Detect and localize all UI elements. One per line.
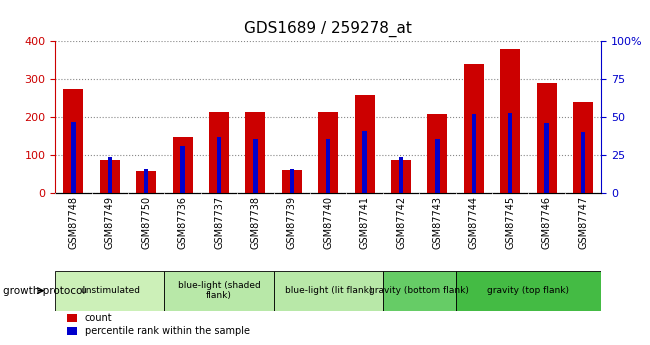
Bar [100, 160, 120, 193]
Bar [363, 131, 367, 193]
Text: gravity (bottom flank): gravity (bottom flank) [369, 286, 469, 295]
Text: unstimulated: unstimulated [80, 286, 140, 295]
Bar [383, 271, 456, 310]
Title: GDS1689 / 259278_at: GDS1689 / 259278_at [244, 21, 412, 37]
Bar [581, 132, 585, 193]
Bar [355, 95, 374, 193]
Text: blue-light (shaded
flank): blue-light (shaded flank) [177, 281, 261, 300]
Text: GSM87738: GSM87738 [250, 196, 261, 248]
Bar [274, 271, 383, 310]
Bar [254, 139, 257, 193]
Bar [428, 114, 447, 193]
Text: gravity (top flank): gravity (top flank) [488, 286, 569, 295]
Bar [318, 111, 338, 193]
Bar [326, 139, 330, 193]
Bar [573, 102, 593, 193]
Bar [456, 271, 601, 310]
Text: GSM87741: GSM87741 [359, 196, 370, 248]
Text: GSM87736: GSM87736 [177, 196, 188, 248]
Bar [181, 146, 185, 193]
Text: GSM87742: GSM87742 [396, 196, 406, 249]
Bar [500, 49, 520, 193]
Bar [144, 169, 148, 193]
Text: blue-light (lit flank): blue-light (lit flank) [285, 286, 372, 295]
Bar [164, 271, 274, 310]
Bar [217, 137, 221, 193]
Bar [282, 170, 302, 193]
Bar [399, 157, 403, 193]
Bar [508, 113, 512, 193]
Bar [464, 64, 484, 193]
Text: GSM87748: GSM87748 [68, 196, 79, 248]
Text: GSM87739: GSM87739 [287, 196, 297, 248]
Bar [108, 157, 112, 193]
Bar [55, 271, 164, 310]
Text: GSM87746: GSM87746 [541, 196, 552, 248]
Bar [537, 83, 556, 193]
Text: growth protocol: growth protocol [3, 286, 86, 296]
Bar [472, 114, 476, 193]
Bar [436, 139, 439, 193]
Bar [72, 122, 75, 193]
Bar [391, 160, 411, 193]
Bar [173, 137, 192, 193]
Bar [136, 171, 156, 193]
Legend: count, percentile rank within the sample: count, percentile rank within the sample [63, 309, 254, 340]
Text: GSM87747: GSM87747 [578, 196, 588, 249]
Bar [290, 169, 294, 193]
Bar [545, 124, 549, 193]
Text: GSM87740: GSM87740 [323, 196, 333, 248]
Bar [64, 89, 83, 193]
Text: GSM87750: GSM87750 [141, 196, 151, 249]
Text: GSM87749: GSM87749 [105, 196, 115, 248]
Text: GSM87737: GSM87737 [214, 196, 224, 249]
Text: GSM87744: GSM87744 [469, 196, 479, 248]
Text: GSM87743: GSM87743 [432, 196, 443, 248]
Text: GSM87745: GSM87745 [505, 196, 515, 249]
Bar [209, 112, 229, 193]
Bar [246, 111, 265, 193]
